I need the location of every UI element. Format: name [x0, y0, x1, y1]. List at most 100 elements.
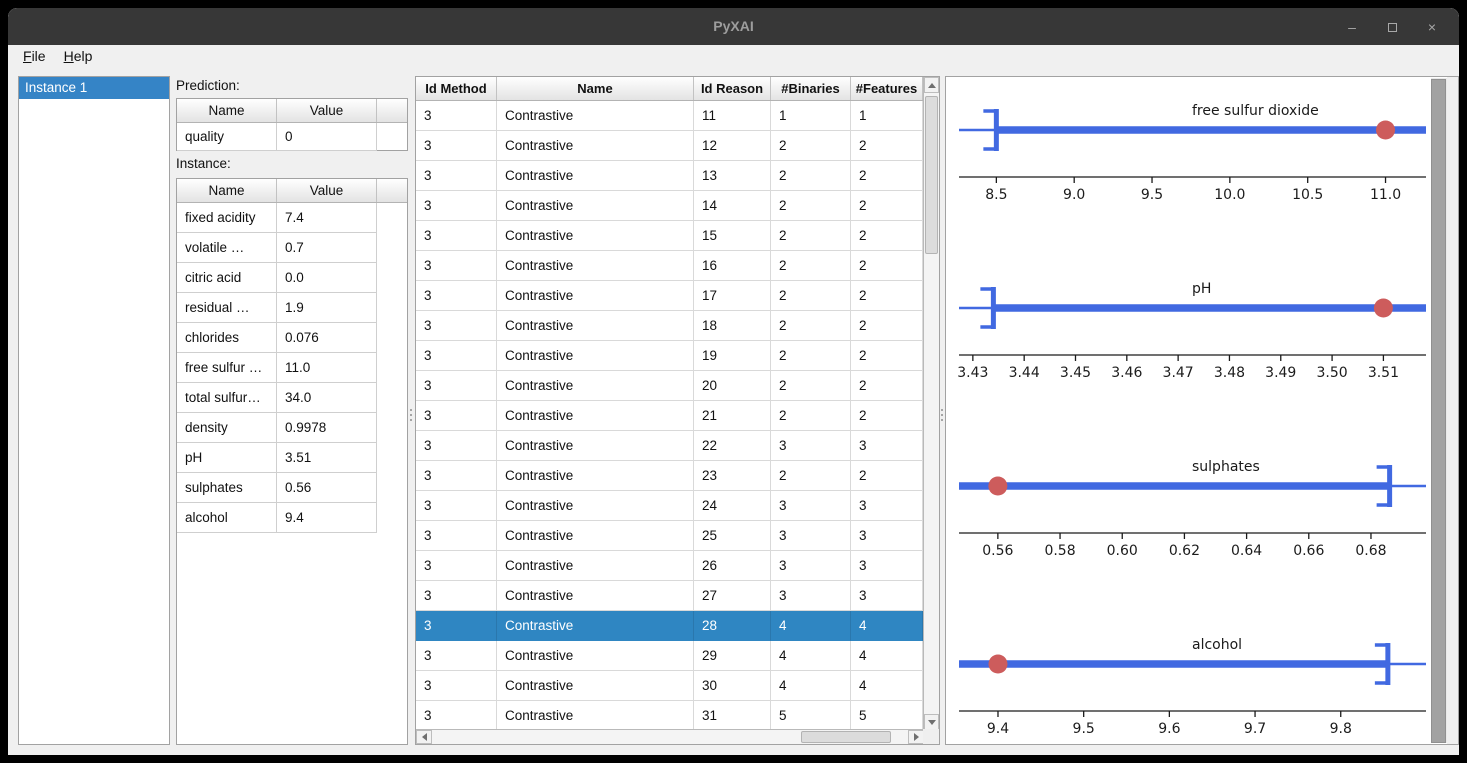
table-cell[interactable]: 3 [416, 251, 497, 281]
table-row[interactable]: 3 Contrastive 29 4 4 [416, 641, 923, 671]
kv-row[interactable]: alcohol 9.4 [177, 503, 407, 533]
feature-name-cell[interactable]: density [177, 413, 277, 443]
table-row[interactable]: 3 Contrastive 14 2 2 [416, 191, 923, 221]
table-cell[interactable]: Contrastive [497, 221, 694, 251]
table-cell[interactable]: 3 [416, 461, 497, 491]
table-cell[interactable]: Contrastive [497, 551, 694, 581]
table-row[interactable]: 3 Contrastive 23 2 2 [416, 461, 923, 491]
table-cell[interactable]: Contrastive [497, 461, 694, 491]
table-cell[interactable]: 3 [416, 551, 497, 581]
table-cell[interactable]: 3 [416, 341, 497, 371]
table-cell[interactable]: Contrastive [497, 581, 694, 611]
table-cell[interactable]: 2 [771, 281, 851, 311]
kv-row[interactable]: quality 0 [177, 123, 407, 151]
table-cell[interactable]: Contrastive [497, 191, 694, 221]
feature-name-cell[interactable]: sulphates [177, 473, 277, 503]
table-cell[interactable]: 2 [851, 371, 923, 401]
feature-name-cell[interactable]: pH [177, 443, 277, 473]
menu-item-help[interactable]: Help [63, 48, 93, 64]
feature-value-cell[interactable]: 1.9 [277, 293, 377, 323]
scroll-down-button[interactable] [924, 714, 939, 730]
table-cell[interactable]: 31 [694, 701, 771, 731]
table-cell[interactable]: Contrastive [497, 401, 694, 431]
table-row[interactable]: 3 Contrastive 11 1 1 [416, 101, 923, 131]
table-cell[interactable]: 20 [694, 371, 771, 401]
scroll-right-button[interactable] [908, 730, 924, 744]
list-item[interactable]: Instance 1 [19, 77, 169, 99]
table-cell[interactable]: 30 [694, 671, 771, 701]
table-cell[interactable]: 3 [851, 521, 923, 551]
table-cell[interactable]: 5 [851, 701, 923, 731]
table-row[interactable]: 3 Contrastive 17 2 2 [416, 281, 923, 311]
table-cell[interactable]: Contrastive [497, 311, 694, 341]
table-cell[interactable]: 2 [851, 311, 923, 341]
table-row[interactable]: 3 Contrastive 13 2 2 [416, 161, 923, 191]
reasons-hscrollbar[interactable] [416, 729, 924, 744]
table-cell[interactable]: 3 [416, 311, 497, 341]
table-row[interactable]: 3 Contrastive 15 2 2 [416, 221, 923, 251]
table-cell[interactable]: 22 [694, 431, 771, 461]
kv-row[interactable]: fixed acidity 7.4 [177, 203, 407, 233]
kv-row[interactable]: residual … 1.9 [177, 293, 407, 323]
table-cell[interactable]: 2 [771, 401, 851, 431]
table-cell[interactable]: 1 [851, 101, 923, 131]
table-cell[interactable]: 2 [851, 251, 923, 281]
table-cell[interactable]: 3 [416, 521, 497, 551]
feature-name-cell[interactable]: chlorides [177, 323, 277, 353]
table-cell[interactable]: 3 [416, 431, 497, 461]
table-cell[interactable]: 2 [851, 131, 923, 161]
table-cell[interactable]: 17 [694, 281, 771, 311]
reasons-header-cell[interactable]: Id Reason [694, 77, 771, 100]
instance-table[interactable]: Name Value fixed acidity 7.4 volatile … 0.7 ci… [176, 178, 408, 745]
table-cell[interactable]: Contrastive [497, 521, 694, 551]
plots-scrollbar[interactable] [1431, 78, 1447, 743]
table-cell[interactable]: 2 [851, 191, 923, 221]
table-cell[interactable]: 2 [851, 281, 923, 311]
table-cell[interactable]: 2 [771, 341, 851, 371]
table-cell[interactable]: 3 [416, 221, 497, 251]
close-button[interactable]: × [1427, 19, 1437, 35]
table-cell[interactable]: Contrastive [497, 341, 694, 371]
feature-value-cell[interactable]: 0.0 [277, 263, 377, 293]
kv-row[interactable]: citric acid 0.0 [177, 263, 407, 293]
feature-name-cell[interactable]: citric acid [177, 263, 277, 293]
kv-header-cell[interactable] [377, 99, 407, 122]
prediction-table[interactable]: Name Value quality 0 [176, 98, 408, 151]
table-row[interactable]: 3 Contrastive 19 2 2 [416, 341, 923, 371]
table-cell[interactable]: 2 [851, 161, 923, 191]
feature-value-cell[interactable]: 0.076 [277, 323, 377, 353]
table-cell[interactable]: 5 [771, 701, 851, 731]
table-cell[interactable]: 28 [694, 611, 771, 641]
table-row[interactable]: 3 Contrastive 30 4 4 [416, 671, 923, 701]
table-cell[interactable]: 29 [694, 641, 771, 671]
table-row[interactable]: 3 Contrastive 24 3 3 [416, 491, 923, 521]
table-cell[interactable]: 2 [851, 461, 923, 491]
reasons-header-cell[interactable]: #Features [851, 77, 923, 100]
table-cell[interactable]: 11 [694, 101, 771, 131]
feature-value-cell[interactable]: 9.4 [277, 503, 377, 533]
hscroll-thumb[interactable] [801, 731, 891, 743]
table-cell[interactable]: 4 [851, 671, 923, 701]
kv-header-cell[interactable] [377, 179, 407, 202]
table-row[interactable]: 3 Contrastive 28 4 4 [416, 611, 923, 641]
table-cell[interactable]: 23 [694, 461, 771, 491]
table-cell[interactable]: Contrastive [497, 281, 694, 311]
table-row[interactable]: 3 Contrastive 27 3 3 [416, 581, 923, 611]
kv-header-cell[interactable]: Name [177, 99, 277, 122]
table-cell[interactable]: 25 [694, 521, 771, 551]
table-cell[interactable]: 15 [694, 221, 771, 251]
table-cell[interactable]: 4 [851, 641, 923, 671]
table-row[interactable]: 3 Contrastive 20 2 2 [416, 371, 923, 401]
table-row[interactable]: 3 Contrastive 21 2 2 [416, 401, 923, 431]
table-cell[interactable]: 4 [771, 611, 851, 641]
kv-header-cell[interactable]: Value [277, 179, 377, 202]
table-cell[interactable]: 19 [694, 341, 771, 371]
table-cell[interactable]: 3 [771, 491, 851, 521]
kv-row[interactable]: pH 3.51 [177, 443, 407, 473]
reasons-header-cell[interactable]: Id Method [416, 77, 497, 100]
table-cell[interactable]: 24 [694, 491, 771, 521]
kv-row[interactable]: total sulfur… 34.0 [177, 383, 407, 413]
plots-scroll-thumb[interactable] [1431, 79, 1446, 743]
table-cell[interactable]: Contrastive [497, 491, 694, 521]
table-cell[interactable]: Contrastive [497, 431, 694, 461]
